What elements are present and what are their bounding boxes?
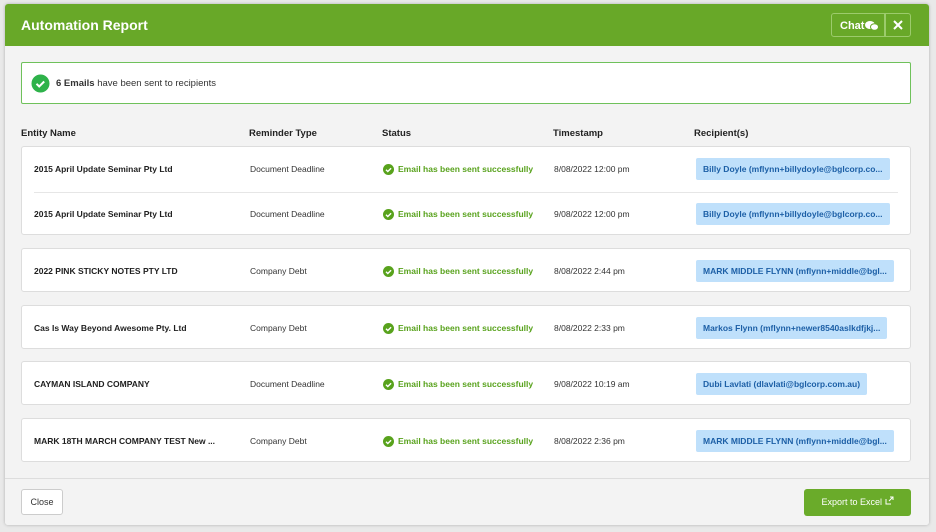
close-button[interactable]: Close	[21, 489, 63, 515]
recipient-badge[interactable]: Markos Flynn (mflynn+newer8540aslkdfjkj.…	[696, 317, 888, 339]
entity-name: 2022 PINK STICKY NOTES PTY LTD	[34, 266, 178, 276]
column-header: Recipient(s)	[694, 128, 749, 139]
summary-text: 6 Emails have been sent to recipients	[56, 78, 216, 89]
status-icon	[383, 208, 394, 220]
timestamp: 8/08/2022 2:44 pm	[554, 266, 625, 276]
recipient-badge[interactable]: Billy Doyle (mflynn+billydoyle@bglcorp.c…	[696, 158, 890, 180]
reminder-type: Company Debt	[250, 323, 307, 333]
summary-banner: 6 Emails have been sent to recipients	[21, 62, 911, 104]
x-icon	[893, 20, 903, 30]
summary-count: 6 Emails	[56, 78, 95, 89]
status-icon	[383, 322, 394, 334]
title: Automation Report	[21, 17, 148, 33]
recipient-badge[interactable]: Billy Doyle (mflynn+billydoyle@bglcorp.c…	[696, 203, 890, 225]
status: Email has been sent successfully	[398, 436, 534, 446]
reminder-type: Document Deadline	[250, 209, 325, 219]
timestamp: 8/08/2022 12:00 pm	[554, 164, 630, 174]
export-icon	[885, 496, 894, 505]
row-card: 2022 PINK STICKY NOTES PTY LTD Company De…	[21, 248, 911, 292]
column-header: Timestamp	[553, 128, 603, 139]
status: Email has been sent successfully	[398, 164, 534, 174]
recipient-badge[interactable]: MARK MIDDLE FLYNN (mflynn+middle@bgl...	[696, 430, 894, 452]
header: Automation Report Chat	[5, 4, 929, 46]
recipient-badge[interactable]: Dubi Lavlati (dlavlati@bglcorp.com.au)	[696, 373, 868, 395]
timestamp: 9/08/2022 10:19 am	[554, 379, 630, 389]
close-x[interactable]	[885, 13, 911, 37]
summary-message: have been sent to recipients	[97, 78, 217, 89]
entity-name: CAYMAN ISLAND COMPANY	[34, 379, 150, 389]
export-label: Export to Excel	[821, 497, 882, 507]
row-card: 2015 April Update Seminar Pty Ltd Documen…	[21, 146, 911, 235]
reminder-type: Company Debt	[250, 436, 307, 446]
row-card: MARK 18TH MARCH COMPANY TEST New ... Comp…	[21, 418, 911, 462]
column-header: Status	[382, 128, 412, 139]
status-icon	[383, 163, 394, 175]
timestamp: 9/08/2022 12:00 pm	[554, 209, 630, 219]
chat-label: Chat	[840, 20, 865, 32]
entity-name: MARK 18TH MARCH COMPANY TEST New ...	[34, 436, 216, 446]
status: Email has been sent successfully	[398, 379, 534, 389]
entity-name: 2015 April Update Seminar Pty Ltd	[34, 209, 173, 219]
success-icon	[31, 74, 50, 93]
status: Email has been sent successfully	[398, 209, 534, 219]
row-separator	[34, 192, 898, 193]
row-card: Cas Is Way Beyond Awesome Pty. Ltd Compan…	[21, 305, 911, 349]
export-button[interactable]: Export to Excel	[804, 489, 911, 516]
row-card: CAYMAN ISLAND COMPANY Document Deadline Em…	[21, 361, 911, 405]
column-header: Entity Name	[21, 128, 76, 139]
status-icon	[383, 435, 394, 447]
footer: Close Export to Excel	[5, 478, 929, 525]
chat-button[interactable]: Chat	[831, 13, 885, 37]
column-header: Reminder Type	[249, 128, 317, 139]
status-icon	[383, 378, 394, 390]
recipient-badge[interactable]: MARK MIDDLE FLYNN (mflynn+middle@bgl...	[696, 260, 894, 282]
status: Email has been sent successfully	[398, 323, 534, 333]
reminder-type: Document Deadline	[250, 164, 325, 174]
timestamp: 8/08/2022 2:33 pm	[554, 323, 625, 333]
modal: Automation Report Chat 6 Emails have bee…	[5, 4, 929, 525]
timestamp: 8/08/2022 2:36 pm	[554, 436, 625, 446]
entity-name: Cas Is Way Beyond Awesome Pty. Ltd	[34, 323, 187, 333]
reminder-type: Document Deadline	[250, 379, 325, 389]
status-icon	[383, 265, 394, 277]
entity-name: 2015 April Update Seminar Pty Ltd	[34, 164, 173, 174]
reminder-type: Company Debt	[250, 266, 307, 276]
chat-icon	[865, 21, 879, 31]
status: Email has been sent successfully	[398, 266, 534, 276]
